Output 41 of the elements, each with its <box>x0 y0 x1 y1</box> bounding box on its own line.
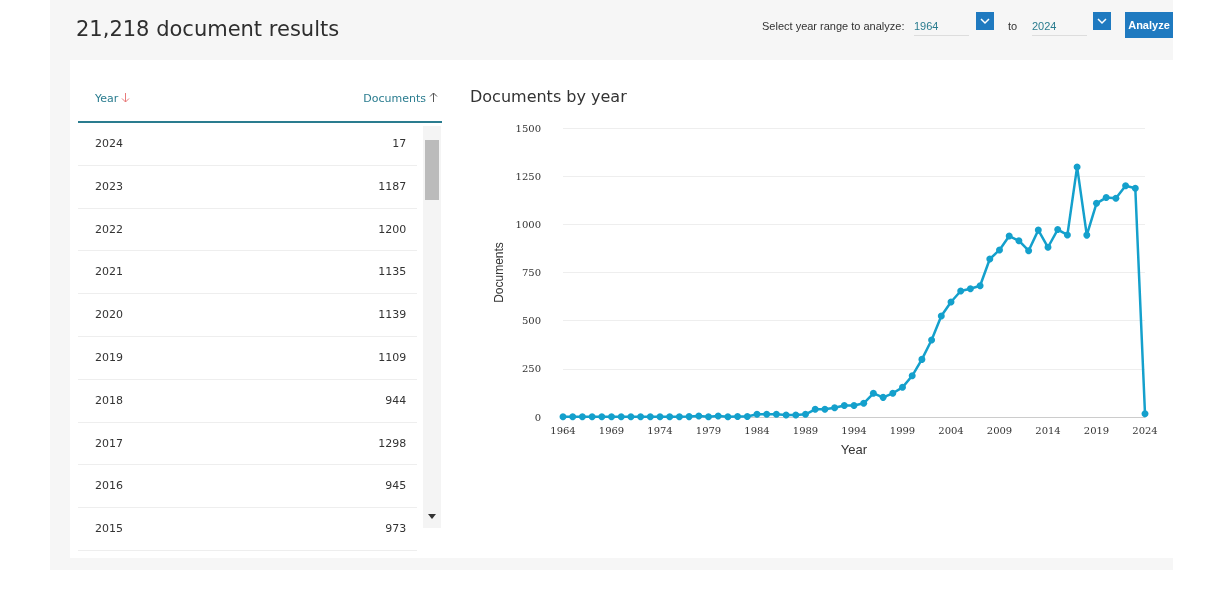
text: 2024 17 <box>95 136 407 152</box>
x-tick-label: 2014 <box>1035 424 1061 436</box>
y-tick-label: 1250 <box>515 170 541 182</box>
x-tick-label: 1989 <box>792 424 819 436</box>
y-axis-title: Documents <box>491 242 506 303</box>
x-tick-label: 2004 <box>938 424 964 436</box>
text: 21,218 document results <box>76 17 340 41</box>
text: 2015 973 <box>95 521 407 538</box>
text: to <box>1008 20 1018 32</box>
x-tick-label: 2019 <box>1083 424 1110 436</box>
x-tick-label: 1994 <box>841 424 867 436</box>
text: 2016 945 <box>95 478 407 495</box>
x-tick-label: 1984 <box>744 424 770 436</box>
text: 2019 1109 <box>95 350 407 366</box>
text: 2024 <box>1032 20 1087 36</box>
y-tick-label: 500 <box>521 315 541 327</box>
chart-title: Documents by year <box>470 86 628 106</box>
x-tick-label: 2024 <box>1132 424 1158 436</box>
x-tick-label: 1999 <box>889 424 916 436</box>
y-tick-label: 1500 <box>515 122 541 134</box>
y-tick-label: 250 <box>521 363 541 375</box>
text: Documents <box>363 91 427 107</box>
y-tick-label: 1000 <box>515 218 541 230</box>
x-tick-label: 1974 <box>647 424 673 436</box>
x-axis-title: Year <box>840 442 868 457</box>
text: 2023 1187 <box>95 178 407 195</box>
x-tick-label: 1979 <box>695 424 722 436</box>
text: 2018 944 <box>95 392 407 409</box>
y-tick-label: 0 <box>534 411 541 423</box>
x-tick-label: 2009 <box>986 424 1013 436</box>
text: Analyze <box>1125 12 1173 38</box>
x-tick-label: 1964 <box>550 424 576 436</box>
y-tick-label: 750 <box>521 267 541 278</box>
x-tick-label: 1969 <box>598 424 625 436</box>
text: Year <box>95 91 120 107</box>
text: 2021 1135 <box>95 264 407 281</box>
text: Select year range to analyze: <box>762 20 905 32</box>
text: 2017 1298 <box>95 435 407 452</box>
text: 1964 <box>914 20 969 36</box>
text: 2022 1200 <box>95 221 407 238</box>
text: 2020 1139 <box>95 307 407 324</box>
